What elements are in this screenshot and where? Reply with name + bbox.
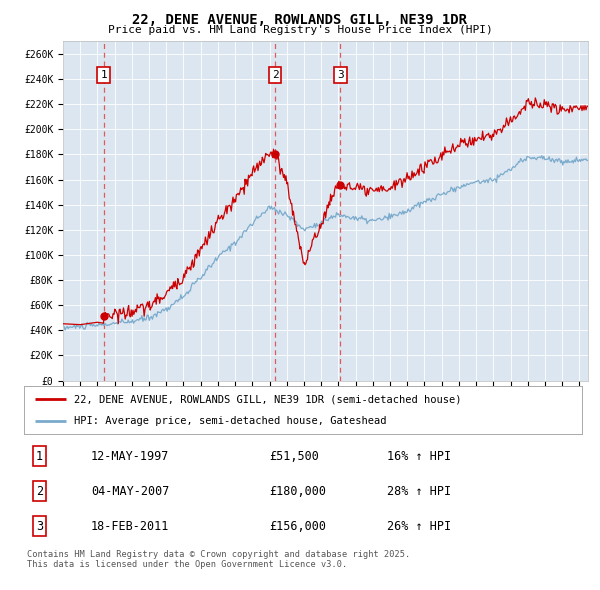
Text: 28% ↑ HPI: 28% ↑ HPI (387, 484, 451, 498)
Text: 1: 1 (36, 450, 43, 463)
Text: 18-FEB-2011: 18-FEB-2011 (91, 520, 169, 533)
Text: 3: 3 (36, 520, 43, 533)
Text: 1: 1 (100, 70, 107, 80)
Text: 2: 2 (36, 484, 43, 498)
Text: HPI: Average price, semi-detached house, Gateshead: HPI: Average price, semi-detached house,… (74, 416, 387, 426)
Text: 22, DENE AVENUE, ROWLANDS GILL, NE39 1DR: 22, DENE AVENUE, ROWLANDS GILL, NE39 1DR (133, 13, 467, 27)
Text: Price paid vs. HM Land Registry's House Price Index (HPI): Price paid vs. HM Land Registry's House … (107, 25, 493, 35)
Text: Contains HM Land Registry data © Crown copyright and database right 2025.
This d: Contains HM Land Registry data © Crown c… (27, 550, 410, 569)
Text: £156,000: £156,000 (269, 520, 326, 533)
Text: £51,500: £51,500 (269, 450, 319, 463)
Text: 12-MAY-1997: 12-MAY-1997 (91, 450, 169, 463)
Text: £180,000: £180,000 (269, 484, 326, 498)
Text: 22, DENE AVENUE, ROWLANDS GILL, NE39 1DR (semi-detached house): 22, DENE AVENUE, ROWLANDS GILL, NE39 1DR… (74, 394, 462, 404)
Text: 26% ↑ HPI: 26% ↑ HPI (387, 520, 451, 533)
Text: 04-MAY-2007: 04-MAY-2007 (91, 484, 169, 498)
Text: 16% ↑ HPI: 16% ↑ HPI (387, 450, 451, 463)
Text: 2: 2 (272, 70, 278, 80)
Text: 3: 3 (337, 70, 344, 80)
